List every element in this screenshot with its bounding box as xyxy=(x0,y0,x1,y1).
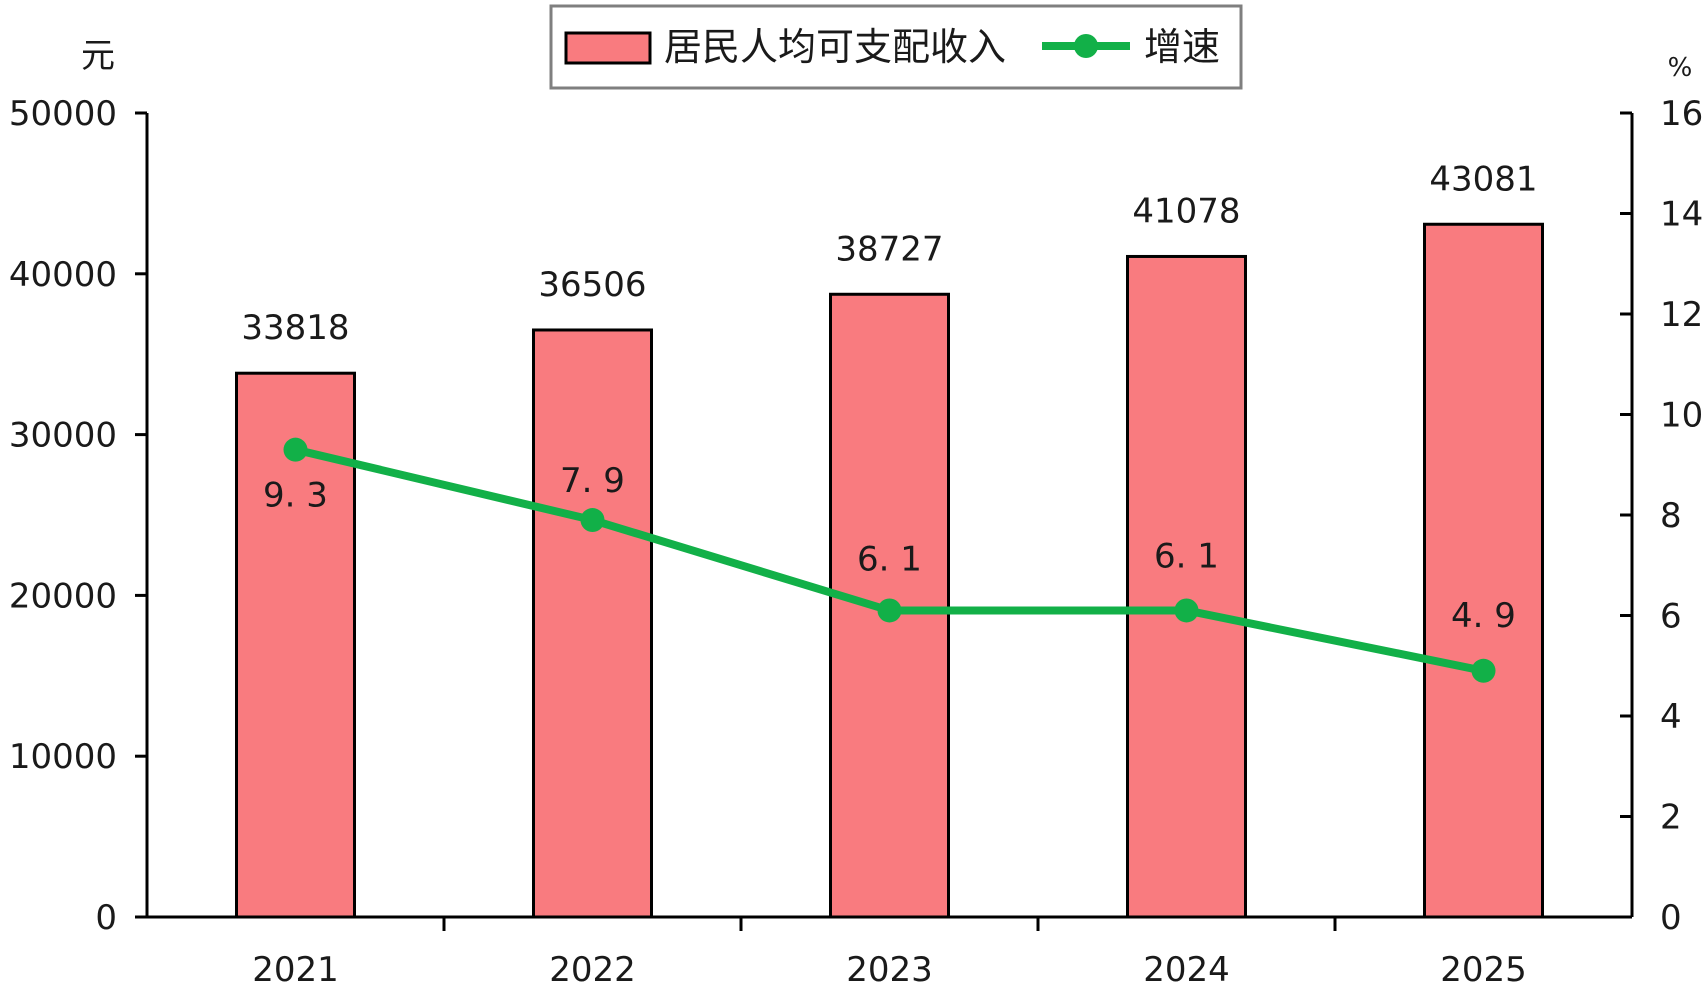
legend-swatch-bar xyxy=(564,31,652,65)
growth-value-label: 7. 9 xyxy=(560,461,625,501)
labels-layer: 33818 36506 38727 41078 43081 9. 3 7. 9 6. 1 6. … xyxy=(241,159,1537,636)
growth-point xyxy=(877,598,902,623)
y-right-tick-label: 10 xyxy=(1660,396,1703,436)
bar xyxy=(1423,222,1544,919)
y-left-tick-label: 10000 xyxy=(9,737,117,777)
bar xyxy=(532,328,653,919)
bar-value-label: 33818 xyxy=(241,308,349,348)
growth-point xyxy=(1471,658,1496,683)
growth-point xyxy=(1174,598,1199,623)
bar xyxy=(1126,254,1247,919)
y-left-unit: 元 xyxy=(81,36,115,76)
x-tick-label: 2021 xyxy=(252,950,339,990)
growth-value-label: 9. 3 xyxy=(263,476,328,516)
x-tick-label: 2022 xyxy=(549,950,636,990)
y-left-tick-label: 20000 xyxy=(9,576,117,616)
axes-layer: 0 10000 20000 30000 40000 50000 0 2 4 6 8 10 12 14 16 元… xyxy=(9,36,1703,990)
legend-label-growth: 增速 xyxy=(1144,25,1220,69)
y-right-tick-label: 12 xyxy=(1660,295,1703,335)
y-left-tick-label: 40000 xyxy=(9,255,117,295)
y-right-tick-label: 0 xyxy=(1660,898,1682,938)
legend-label-income: 居民人均可支配收入 xyxy=(664,25,1006,69)
x-tick-label: 2024 xyxy=(1143,950,1230,990)
legend-swatch-marker xyxy=(1074,34,1098,58)
growth-value-label: 4. 9 xyxy=(1451,596,1516,636)
bar-value-label: 38727 xyxy=(835,229,943,269)
y-right-tick-label: 4 xyxy=(1660,697,1682,737)
y-right-tick-label: 8 xyxy=(1660,496,1682,536)
y-right-unit: % xyxy=(1668,53,1693,83)
bar-value-label: 43081 xyxy=(1429,159,1537,199)
bar-value-label: 41078 xyxy=(1132,191,1240,231)
x-tick-label: 2023 xyxy=(846,950,933,990)
growth-value-label: 6. 1 xyxy=(1154,536,1219,576)
bar-value-label: 36506 xyxy=(538,265,646,305)
growth-value-label: 6. 1 xyxy=(857,539,922,579)
y-right-tick-label: 6 xyxy=(1660,597,1682,637)
y-right-tick-label: 16 xyxy=(1660,94,1703,134)
bar xyxy=(235,371,356,919)
growth-point xyxy=(283,437,308,462)
y-left-tick-label: 50000 xyxy=(9,94,117,134)
y-left-tick-label: 30000 xyxy=(9,416,117,456)
x-tick-label: 2025 xyxy=(1440,950,1527,990)
y-right-tick-label: 2 xyxy=(1660,798,1682,838)
y-right-tick-label: 14 xyxy=(1660,195,1703,235)
line-layer xyxy=(283,437,1496,683)
growth-point xyxy=(580,508,605,533)
bars-layer xyxy=(235,222,1544,919)
y-left-tick-label: 0 xyxy=(95,898,117,938)
legend: 居民人均可支配收入 增速 xyxy=(549,4,1243,90)
